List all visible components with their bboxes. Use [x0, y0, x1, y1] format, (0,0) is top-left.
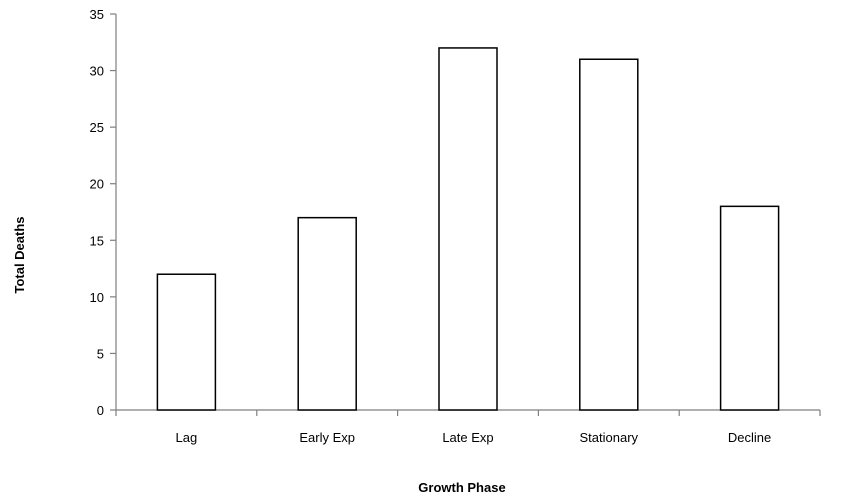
y-tick-label: 35 — [90, 7, 104, 22]
bar-early-exp — [297, 216, 357, 411]
y-tick-label: 5 — [97, 346, 104, 361]
bar-decline — [719, 205, 780, 411]
bar-lag — [156, 273, 217, 411]
y-tick-label: 10 — [90, 290, 104, 305]
y-tick-label: 20 — [90, 177, 104, 192]
y-tick-label: 30 — [90, 64, 104, 79]
x-axis: Lag Early Exp Late Exp Stationary Decline — [115, 409, 821, 445]
y-tick-label: 15 — [90, 233, 104, 248]
x-tick-label: Decline — [728, 430, 771, 445]
x-tick-label: Lag — [176, 430, 198, 445]
y-tick-label: 25 — [90, 120, 104, 135]
x-tick-label: Late Exp — [442, 430, 493, 445]
x-tick-label: Stationary — [580, 430, 639, 445]
y-tick-label: 0 — [97, 403, 104, 418]
bar-late-exp — [438, 47, 498, 411]
bars — [156, 47, 780, 411]
y-axis-title: Total Deaths — [12, 216, 27, 293]
x-tick-label: Early Exp — [299, 430, 355, 445]
y-axis: 0 5 10 15 20 25 30 35 — [90, 7, 117, 418]
x-axis-title: Growth Phase — [418, 480, 505, 495]
bar-stationary — [579, 58, 639, 411]
